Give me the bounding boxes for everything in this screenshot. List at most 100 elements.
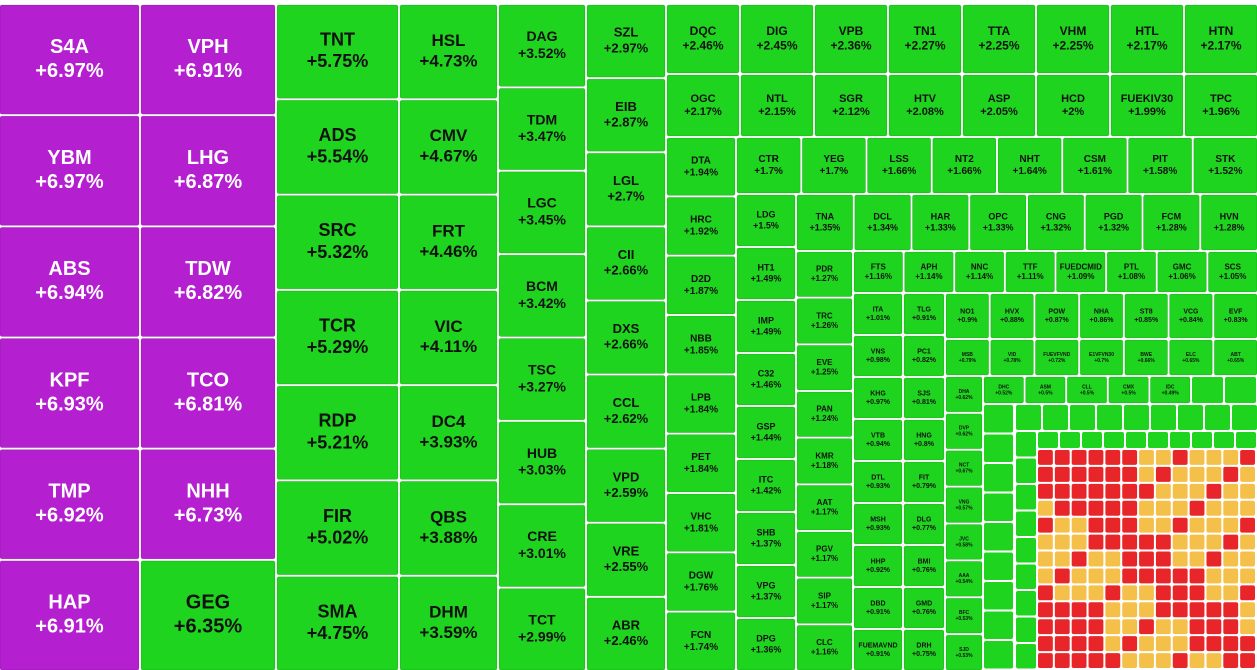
ticker: ASP: [988, 93, 1011, 105]
ticker: SZL: [614, 25, 639, 40]
tile: PTL+1.08%: [1106, 251, 1157, 293]
tile-box: [853, 293, 903, 335]
small-tile: [1214, 432, 1234, 448]
change-label: +0.54%: [955, 579, 973, 585]
tile-box: [666, 315, 736, 374]
tile: FIT+0.79%: [903, 461, 945, 503]
ticker: SJD: [959, 647, 969, 653]
tile: HRC+1.92%: [666, 196, 736, 256]
tile: NHH+6.73%: [140, 449, 276, 560]
tile: STK+1.52%: [1193, 137, 1257, 194]
change-label: +6.93%: [35, 393, 104, 415]
tile-box: [736, 137, 801, 194]
tile: VNG+0.57%: [945, 487, 983, 523]
change-label: +0.82%: [912, 357, 937, 364]
change-label: +1.08%: [1118, 272, 1145, 281]
small-tile: [1189, 602, 1205, 618]
small-tile: [1139, 500, 1154, 516]
small-tile: [1172, 483, 1188, 499]
tile: CLL+0.5%: [1066, 376, 1108, 404]
tile-box: [945, 487, 983, 523]
change-label: +0.93%: [866, 483, 891, 490]
small-tile: [1172, 653, 1188, 668]
tile: ITA+1.01%: [853, 293, 903, 335]
change-label: +1.09%: [1067, 272, 1094, 281]
tile-box: [903, 419, 945, 461]
ticker: HRC: [690, 215, 712, 226]
ticker: DBD: [870, 601, 885, 608]
small-tile: [1088, 585, 1104, 601]
ticker: ABT: [1231, 352, 1241, 358]
tile-box: [666, 493, 736, 552]
tile: SHB+1.37%: [736, 512, 796, 565]
ticker: FCN: [691, 630, 712, 641]
ticker: VPG: [756, 580, 775, 590]
change-label: +2.55%: [604, 559, 649, 574]
small-tile: [1189, 619, 1205, 635]
change-label: +1.32%: [1098, 222, 1129, 232]
small-tile: [1054, 602, 1070, 618]
change-label: +0.88%: [1000, 317, 1025, 324]
ticker: CNG: [1046, 211, 1066, 221]
change-label: +2.99%: [518, 628, 566, 644]
tile-box: [666, 256, 736, 315]
tile-box: [586, 78, 666, 152]
small-tile: [1155, 534, 1171, 550]
small-tile: [1155, 636, 1171, 652]
small-tile: [1240, 466, 1255, 482]
tile-box: [853, 251, 904, 293]
tile-box: [903, 377, 945, 419]
small-tile: [1043, 405, 1068, 430]
ticker: S4A: [50, 36, 89, 58]
change-label: +0.87%: [1045, 317, 1070, 324]
change-label: +0.85%: [1134, 317, 1159, 324]
change-label: +6.87%: [174, 171, 243, 193]
tile: TPC+1.96%: [1184, 74, 1257, 137]
tile-box: [997, 137, 1062, 194]
small-tile: [1105, 636, 1121, 652]
small-tile: [1038, 585, 1053, 601]
change-label: +4.11%: [420, 337, 477, 356]
ticker: CII: [618, 247, 635, 262]
tile-box: [1036, 74, 1110, 137]
tile-box: [399, 4, 498, 99]
tile-box: [1110, 74, 1184, 137]
small-tile: [1155, 568, 1171, 584]
ticker: ITA: [873, 307, 884, 314]
small-tile: [1105, 653, 1121, 668]
tile: D2D+1.87%: [666, 256, 736, 315]
ticker: HCD: [1061, 93, 1085, 105]
tile-box: [0, 4, 140, 115]
small-tile: [1189, 653, 1205, 668]
ticker: NTL: [766, 93, 788, 105]
small-tile: [1122, 466, 1138, 482]
tile-box: [853, 545, 903, 587]
tile: HAR+1.33%: [912, 194, 969, 251]
small-tile: [1016, 617, 1036, 642]
change-label: +6.82%: [174, 282, 243, 304]
small-tile: [1223, 534, 1239, 550]
tile-box: [796, 438, 853, 484]
ticker: DPG: [756, 633, 776, 643]
small-tile: [1054, 619, 1070, 635]
tile: TTF+1.11%: [1005, 251, 1055, 293]
small-tile: [984, 523, 1013, 551]
small-tile: [1223, 636, 1239, 652]
tile-box: [1036, 4, 1110, 74]
ticker: DCL: [873, 211, 892, 221]
tile-box: [498, 338, 586, 421]
ticker: HNG: [916, 433, 932, 440]
tile-box: [276, 195, 399, 290]
tile-box: [666, 137, 736, 196]
small-tile: [1189, 636, 1205, 652]
tile-box: [0, 115, 140, 226]
ticker: PET: [691, 452, 710, 463]
change-label: +6.94%: [35, 282, 104, 304]
small-tile: [1206, 551, 1222, 567]
ticker: DLG: [917, 517, 932, 524]
small-tile: [1105, 466, 1121, 482]
tile: FCM+1.28%: [1143, 194, 1200, 251]
ticker: GMC: [1173, 262, 1192, 271]
tile: TNT+5.75%: [276, 4, 399, 99]
ticker: VHC: [690, 511, 711, 522]
